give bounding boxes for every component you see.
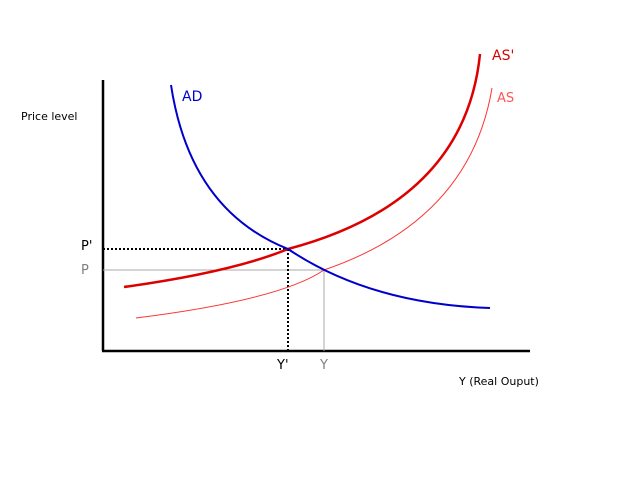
ad-label: AD — [182, 89, 202, 105]
y-prime-label: Y' — [276, 358, 289, 373]
as-label: AS — [497, 91, 514, 106]
as-curve — [135, 87, 493, 319]
ad-curve — [170, 84, 491, 309]
as-shifted-curve — [123, 53, 482, 289]
y-axis-label: Price level — [21, 110, 78, 123]
p-label: P — [81, 263, 89, 278]
x-axis-label: Y (Real Ouput) — [458, 375, 539, 388]
y-label: Y — [319, 358, 328, 373]
p-prime-label: P' — [81, 239, 92, 254]
as-shifted-label: AS' — [492, 48, 514, 64]
